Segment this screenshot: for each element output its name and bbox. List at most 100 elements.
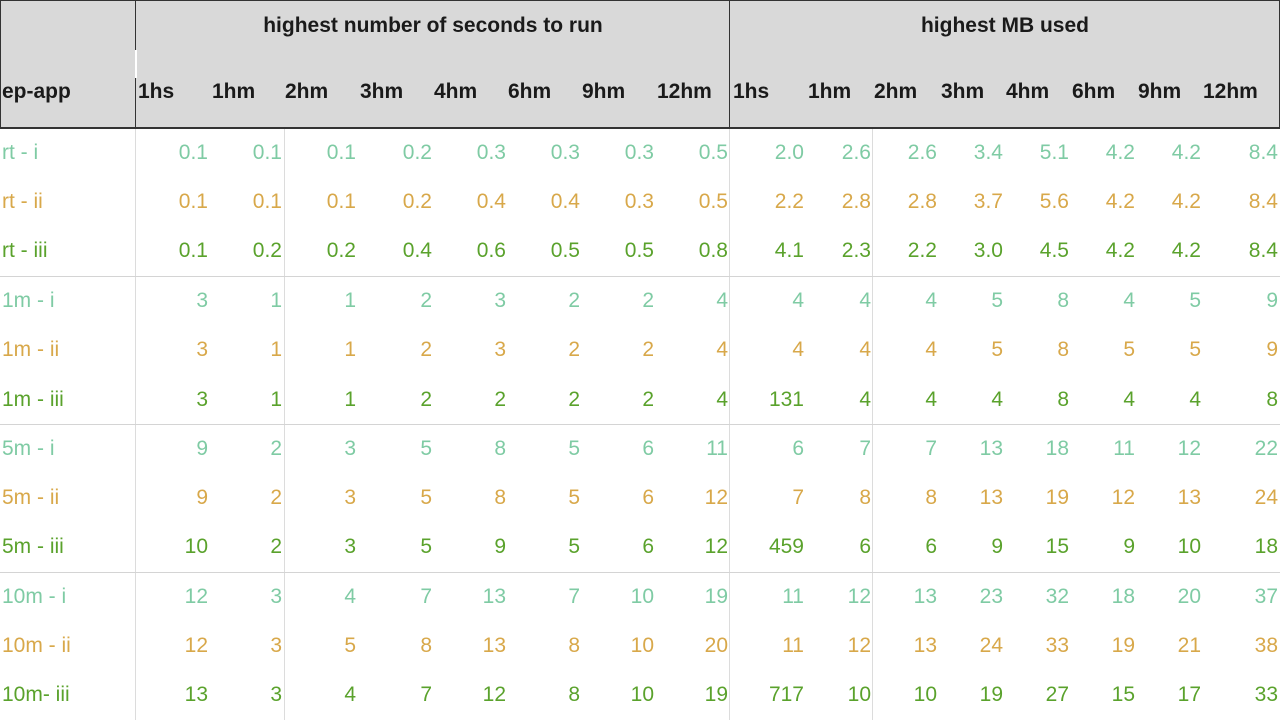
- mb-cell: 2.8: [841, 190, 871, 213]
- table-header: [0, 0, 1280, 128]
- mb-cell: 17: [1177, 683, 1201, 706]
- mb-cell: 4: [859, 289, 871, 312]
- seconds-cell: 5: [420, 437, 432, 460]
- seconds-cell: 0.1: [178, 190, 208, 213]
- mb-cell: 4: [1123, 289, 1135, 312]
- seconds-cell: 0.1: [252, 190, 282, 213]
- mb-cell: 18: [1045, 437, 1069, 460]
- seconds-cell: 2: [270, 535, 282, 558]
- mb-cell: 10: [913, 683, 937, 706]
- seconds-cell: 8: [494, 437, 506, 460]
- seconds-cell: 4: [344, 585, 356, 608]
- mb-cell: 2.8: [907, 190, 937, 213]
- seconds-cell: 9: [494, 535, 506, 558]
- row-header-label: ep-app: [2, 80, 71, 103]
- seconds-cell: 0.1: [178, 141, 208, 164]
- seconds-cell: 11: [706, 437, 728, 460]
- mb-cell: 8.4: [1248, 239, 1278, 262]
- seconds-cell: 5: [568, 535, 580, 558]
- mb-cell: 4: [991, 388, 1003, 411]
- mb-cell: 717: [768, 683, 804, 706]
- seconds-cell: 2: [420, 388, 432, 411]
- mb-cell: 5: [1189, 338, 1201, 361]
- column-header-seconds: 3hm: [360, 80, 404, 103]
- mb-cell: 459: [768, 535, 804, 558]
- mb-cell: 4: [1189, 388, 1201, 411]
- mb-cell: 33: [1045, 634, 1069, 657]
- seconds-cell: 3: [344, 437, 356, 460]
- seconds-cell: 5: [420, 535, 432, 558]
- header-top-border: [0, 0, 1280, 1]
- mb-cell: 6: [925, 535, 937, 558]
- column-header-mb: 9hm: [1138, 80, 1182, 103]
- mb-cell: 5: [1189, 289, 1201, 312]
- mb-cell: 7: [792, 486, 804, 509]
- column-header-mb: 1hs: [733, 80, 770, 103]
- seconds-cell: 2: [420, 338, 432, 361]
- mb-cell: 19: [979, 683, 1003, 706]
- mb-cell: 2.6: [907, 141, 937, 164]
- mb-cell: 4: [1123, 388, 1135, 411]
- mb-cell: 24: [1254, 486, 1278, 509]
- mb-cell: 13: [1177, 486, 1201, 509]
- seconds-cell: 0.3: [476, 141, 506, 164]
- mb-cell: 8: [1057, 289, 1069, 312]
- seconds-cell: 4: [716, 388, 728, 411]
- mb-cell: 15: [1045, 535, 1069, 558]
- mb-cell: 19: [1111, 634, 1135, 657]
- seconds-cell: 10: [630, 683, 654, 706]
- mb-cell: 8.4: [1248, 141, 1278, 164]
- mb-cell: 33: [1254, 683, 1278, 706]
- seconds-cell: 0.2: [252, 239, 282, 262]
- mb-cell: 21: [1177, 634, 1201, 657]
- mb-cell: 13: [913, 585, 937, 608]
- seconds-cell: 19: [704, 585, 728, 608]
- seconds-cell: 7: [568, 585, 580, 608]
- column-header-seconds: 4hm: [434, 80, 478, 103]
- mb-cell: 12: [847, 585, 871, 608]
- seconds-cell: 4: [344, 683, 356, 706]
- column-header-seconds: 9hm: [582, 80, 626, 103]
- mb-cell: 19: [1045, 486, 1069, 509]
- seconds-cell: 6: [642, 437, 654, 460]
- seconds-cell: 3: [270, 634, 282, 657]
- mb-cell: 11: [1113, 437, 1135, 460]
- mb-cell: 6: [792, 437, 804, 460]
- header-group-divider: [729, 0, 730, 128]
- mb-cell: 18: [1254, 535, 1278, 558]
- row-label: 10m - ii: [2, 634, 71, 657]
- row-group-separator: [0, 424, 1280, 425]
- mb-cell: 9: [991, 535, 1003, 558]
- mb-cell: 4.2: [1171, 239, 1201, 262]
- mb-cell: 3.0: [973, 239, 1003, 262]
- mb-cell: 12: [847, 634, 871, 657]
- seconds-cell: 7: [420, 683, 432, 706]
- seconds-cell: 0.5: [698, 141, 728, 164]
- column-header-seconds: 1hs: [138, 80, 175, 103]
- seconds-cell: 13: [184, 683, 208, 706]
- mb-cell: 12: [1111, 486, 1135, 509]
- mb-cell: 3.4: [973, 141, 1003, 164]
- column-header-mb: 6hm: [1072, 80, 1116, 103]
- row-label: 10m- iii: [2, 683, 70, 706]
- mb-cell: 4: [925, 338, 937, 361]
- seconds-cell: 3: [344, 486, 356, 509]
- seconds-cell: 9: [196, 486, 208, 509]
- seconds-cell: 5: [344, 634, 356, 657]
- seconds-cell: 20: [704, 634, 728, 657]
- mb-cell: 4.2: [1171, 141, 1201, 164]
- seconds-cell: 2: [270, 486, 282, 509]
- mb-cell: 4.2: [1105, 141, 1135, 164]
- seconds-cell: 1: [344, 388, 356, 411]
- mb-cell: 4.2: [1105, 239, 1135, 262]
- seconds-cell: 2: [568, 338, 580, 361]
- seconds-cell: 3: [344, 535, 356, 558]
- mb-cell: 13: [979, 437, 1003, 460]
- row-label: rt - iii: [2, 239, 48, 262]
- mb-cell: 8: [925, 486, 937, 509]
- seconds-cell: 4: [716, 338, 728, 361]
- column-header-seconds: 12hm: [657, 80, 712, 103]
- seconds-cell: 5: [568, 437, 580, 460]
- seconds-cell: 12: [184, 585, 208, 608]
- column-header-seconds: 2hm: [285, 80, 329, 103]
